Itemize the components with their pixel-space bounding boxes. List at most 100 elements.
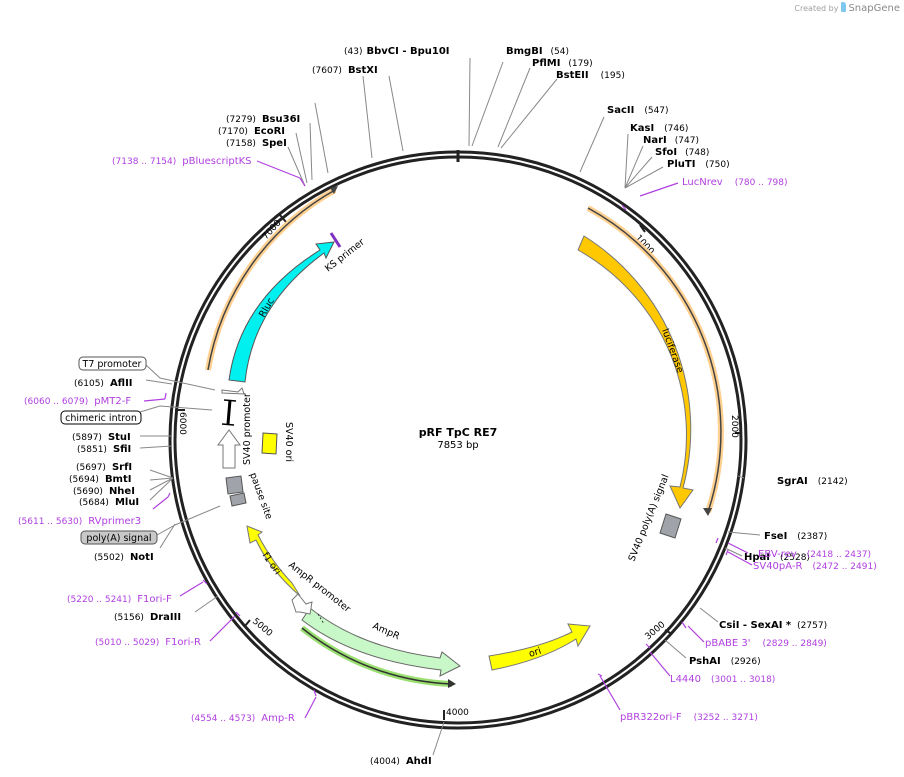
- enzyme-bmti[interactable]: BmtI: [105, 474, 132, 485]
- pause-site-feature[interactable]: [225, 475, 244, 495]
- svg-text:KasI(746): KasI (746): [630, 123, 688, 134]
- enzyme-hpai[interactable]: HpaI: [744, 552, 770, 563]
- chimeric-intron-feature[interactable]: [221, 399, 237, 426]
- tick-3000: 3000: [644, 620, 668, 643]
- sv40-polya-feature[interactable]: [659, 513, 682, 539]
- svg-text:(5220 .. 5241)F1ori-F: (5220 .. 5241) F1ori-F: [67, 594, 172, 605]
- enzyme-bbvci[interactable]: BbvCI - Bpu10I: [366, 46, 449, 57]
- primer-sv40pa-r[interactable]: SV40pA-R: [753, 561, 802, 572]
- enzyme-sgrai[interactable]: SgrAI: [777, 476, 808, 487]
- pause-site-label: pause site: [247, 471, 274, 521]
- snapgene-credit: Created by SnapGene: [794, 2, 900, 14]
- rluc-feature[interactable]: [228, 241, 335, 383]
- enzyme-ecori[interactable]: EcoRI: [254, 126, 285, 137]
- svg-text:(7138 .. 7154)pBluescriptKS: (7138 .. 7154) pBluescriptKS: [112, 156, 252, 167]
- enzyme-csii[interactable]: CsiI - SexAI *: [719, 620, 792, 631]
- enzyme-fsei[interactable]: FseI: [764, 531, 787, 542]
- primer-pbabe3[interactable]: pBABE 3': [705, 638, 751, 649]
- svg-text:CsiI - SexAI *(2757): CsiI - SexAI * (2757): [719, 620, 827, 631]
- svg-text:(5684)MluI: (5684) MluI: [79, 497, 139, 508]
- sv40-promoter-feature[interactable]: [217, 429, 241, 469]
- svg-text:L4440(3001 .. 3018): L4440 (3001 .. 3018): [670, 674, 775, 685]
- f1-ori-feature[interactable]: [246, 525, 301, 597]
- enzyme-nari[interactable]: NarI: [643, 135, 667, 146]
- svg-text:EBV-rev(2418 .. 2437): EBV-rev (2418 .. 2437): [758, 549, 871, 560]
- svg-text:SfoI(748): SfoI (748): [655, 147, 709, 158]
- enzyme-bsu36i[interactable]: Bsu36I: [262, 114, 300, 125]
- primer-labels: LucNrev (780 .. 798) EBV-rev (2418 .. 2437…: [18, 156, 877, 724]
- ks-primer-feature[interactable]: [329, 232, 342, 248]
- svg-text:PshAI(2926): PshAI (2926): [689, 656, 761, 667]
- sv40-promoter-label: SV40 promoter: [242, 393, 253, 465]
- enzyme-nhei[interactable]: NheI: [109, 486, 135, 497]
- chimeric-intron-label[interactable]: chimeric intron: [65, 413, 137, 424]
- plasmid-name: pRF TpC RE7: [419, 426, 498, 439]
- enzyme-bmgbi[interactable]: BmgBI: [506, 46, 543, 57]
- luciferase-label: luciferase: [659, 327, 685, 374]
- svg-text:HpaI(2528): HpaI (2528): [744, 552, 810, 563]
- ampr-feature[interactable]: [301, 607, 461, 677]
- primer-lucnrev[interactable]: LucNrev: [682, 177, 723, 188]
- enzyme-mlui[interactable]: MluI: [115, 497, 139, 508]
- t7-promoter-label[interactable]: T7 promoter: [82, 359, 142, 370]
- plasmid-length: 7853 bp: [437, 440, 478, 451]
- svg-text:pBABE 3'(2829 .. 2849): pBABE 3' (2829 .. 2849): [705, 638, 827, 649]
- enzyme-kasi[interactable]: KasI: [630, 123, 654, 134]
- polya-signal-label[interactable]: poly(A) signal: [86, 533, 151, 544]
- primer-amp-r[interactable]: Amp-R: [261, 713, 295, 724]
- enzyme-labels: (43) BbvCI - Bpu10I BmgBI (54) PflMI (179) …: [69, 46, 848, 767]
- primer-f1ori-f[interactable]: F1ori-F: [137, 594, 172, 605]
- enzyme-stui[interactable]: StuI: [108, 432, 131, 443]
- enzyme-bsteii[interactable]: BstEII: [556, 70, 589, 81]
- enzyme-sfoi[interactable]: SfoI: [655, 147, 677, 158]
- svg-text:(5502)NotI: (5502) NotI: [94, 552, 154, 563]
- svg-text:PluTI(750): PluTI (750): [667, 159, 730, 170]
- svg-text:(5897)StuI: (5897) StuI: [72, 432, 131, 443]
- primer-pbluescriptks[interactable]: pBluescriptKS: [182, 156, 251, 167]
- ori-feature[interactable]: [488, 623, 591, 671]
- svg-text:BmgBI(54): BmgBI (54): [506, 46, 569, 57]
- svg-text:SV40pA-R(2472 .. 2491): SV40pA-R (2472 .. 2491): [753, 561, 877, 572]
- tick-2000: 2000: [729, 415, 739, 438]
- tick-6000: 6000: [177, 412, 187, 435]
- svg-text:(7158)SpeI: (7158) SpeI: [226, 138, 287, 149]
- svg-text:(6105)AflII: (6105) AflII: [74, 378, 133, 389]
- enzyme-noti[interactable]: NotI: [130, 552, 154, 563]
- boxed-feature-labels: T7 promoter chimeric intron poly(A) sign…: [60, 356, 158, 545]
- t7-promoter-feature[interactable]: [221, 387, 245, 395]
- primer-ebv-rev[interactable]: EBV-rev: [758, 549, 797, 560]
- snapgene-logo-icon: [841, 2, 847, 12]
- enzyme-srfi[interactable]: SrfI: [112, 462, 132, 473]
- primer-pmt2-f[interactable]: pMT2-F: [94, 396, 131, 407]
- luciferase-feature[interactable]: [577, 235, 694, 509]
- sv40-ori-feature[interactable]: [261, 432, 278, 455]
- primer-rvprimer3[interactable]: RVprimer3: [88, 516, 141, 527]
- svg-text:(5010 .. 5029)F1ori-R: (5010 .. 5029) F1ori-R: [95, 637, 201, 648]
- enzyme-sacii[interactable]: SacII: [607, 105, 634, 116]
- enzyme-sfii[interactable]: SfiI: [113, 444, 131, 455]
- pause-site-feature-2[interactable]: [229, 492, 247, 507]
- enzyme-spei[interactable]: SpeI: [262, 138, 287, 149]
- credit-brand: SnapGene: [848, 3, 900, 14]
- enzyme-pflmi[interactable]: PflMI: [532, 58, 560, 69]
- svg-text:(5690)NheI: (5690) NheI: [73, 486, 135, 497]
- svg-text:(7170)EcoRI: (7170) EcoRI: [218, 126, 285, 137]
- svg-text:(7607)BstXI: (7607) BstXI: [312, 65, 378, 76]
- ori-label: ori: [528, 646, 543, 660]
- enzyme-bstxi[interactable]: BstXI: [348, 65, 378, 76]
- svg-text:(5697)SrfI: (5697) SrfI: [76, 462, 132, 473]
- enzyme-aflii[interactable]: AflII: [110, 378, 133, 389]
- primer-f1ori-r[interactable]: F1ori-R: [165, 637, 201, 648]
- svg-text:NarI(747): NarI (747): [643, 135, 699, 146]
- tick-4000: 4000: [446, 708, 469, 718]
- primer-pbr322ori-f[interactable]: pBR322ori-F: [620, 712, 682, 723]
- svg-text:(6060 .. 6079)pMT2-F: (6060 .. 6079) pMT2-F: [24, 396, 131, 407]
- svg-text:(5694)BmtI: (5694) BmtI: [69, 474, 131, 485]
- enzyme-ahdi[interactable]: AhdI: [406, 756, 432, 767]
- primer-l4440[interactable]: L4440: [670, 674, 701, 685]
- ampr-promoter-feature[interactable]: [291, 593, 313, 615]
- enzyme-pluti[interactable]: PluTI: [667, 159, 695, 170]
- enzyme-draiii[interactable]: DraIII: [150, 612, 181, 623]
- enzyme-pshai[interactable]: PshAI: [689, 656, 721, 667]
